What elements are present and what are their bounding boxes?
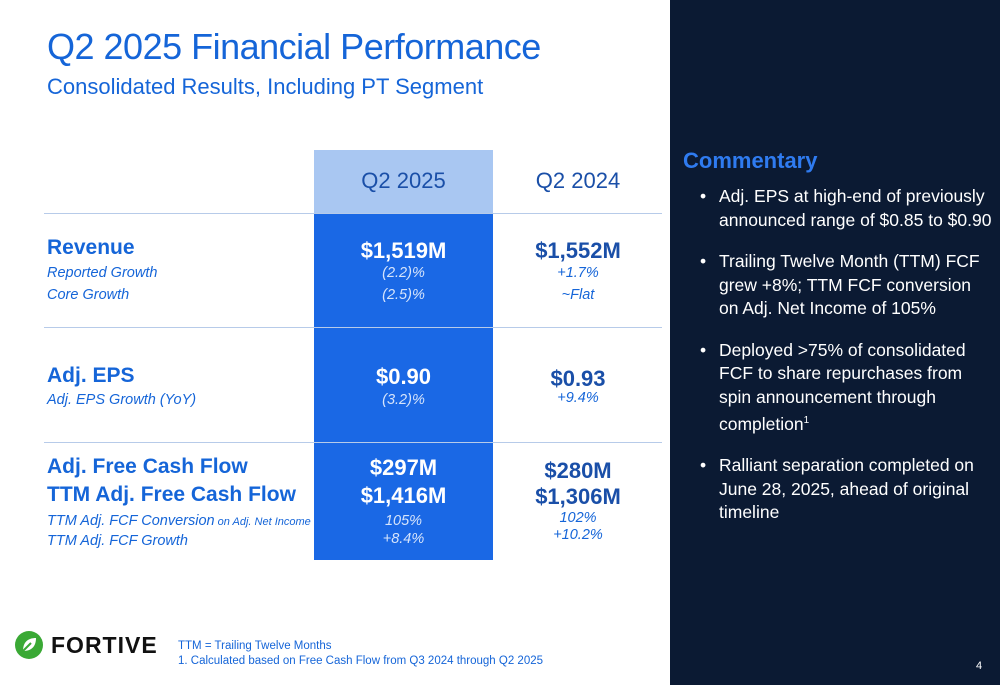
revenue-reported-growth-label: Reported Growth — [47, 265, 158, 281]
footnote-ttm: TTM = Trailing Twelve Months — [178, 640, 332, 652]
eps-growth-label: Adj. EPS Growth (YoY) — [47, 392, 197, 408]
table-divider — [44, 442, 662, 443]
list-item: • Deployed >75% of consolidated FCF to sh… — [700, 339, 966, 434]
eps-q2-2024-growth: +9.4% — [557, 390, 599, 406]
revenue-q2-2025-value: $1,519M — [360, 238, 447, 263]
fcf-q2-2024-value: $280M — [544, 458, 612, 483]
logo-wordmark: FORTIVE — [51, 631, 158, 658]
revenue-q2-2024-core: ~Flat — [561, 287, 595, 303]
eps-label: Adj. EPS — [47, 364, 135, 387]
table-divider — [44, 213, 662, 214]
fcf-growth-q2-2025: +8.4% — [382, 531, 425, 547]
fcf-q2-2025-value: $297M — [369, 455, 438, 480]
revenue-label: Revenue — [47, 236, 135, 259]
fcf-conversion-q2-2024: 102% — [559, 510, 597, 526]
fortive-leaf-icon — [15, 631, 43, 659]
q2-2025-header-cell — [314, 150, 493, 213]
ttm-fcf-q2-2024-value: $1,306M — [535, 484, 621, 509]
bullet-icon: • — [700, 339, 707, 360]
ttm-fcf-q2-2025-value: $1,416M — [360, 483, 447, 508]
ttm-fcf-growth-label: TTM Adj. FCF Growth — [47, 533, 188, 549]
eps-q2-2025-value: $0.90 — [375, 364, 432, 389]
bullet-icon: • — [700, 251, 707, 271]
q2-2025-column — [314, 213, 493, 560]
revenue-q2-2025-core: (2.5)% — [382, 287, 425, 303]
footnote-ref: 1 — [803, 415, 810, 426]
fcf-conversion-q2-2025: 105% — [384, 513, 423, 529]
revenue-core-growth-label: Core Growth — [47, 287, 130, 303]
fcf-growth-q2-2024: +10.2% — [553, 527, 603, 543]
footnote-1: 1. Calculated based on Free Cash Flow fr… — [178, 655, 544, 667]
commentary-list: • Adj. EPS at high-end of previously anno… — [700, 185, 992, 543]
page-subtitle: Consolidated Results, Including PT Segme… — [47, 74, 484, 99]
revenue-q2-2024-reported: +1.7% — [557, 265, 599, 281]
table-divider — [44, 327, 662, 328]
list-item: • Adj. EPS at high-end of previously anno… — [700, 186, 992, 230]
eps-q2-2025-growth: (3.2)% — [382, 392, 425, 408]
revenue-q2-2024-value: $1,552M — [535, 238, 621, 263]
bullet-icon: • — [700, 186, 707, 206]
page-number: 4 — [976, 660, 983, 672]
commentary-panel — [670, 0, 1000, 685]
ttm-fcf-conversion-label: TTM Adj. FCF Conversion on Adj. Net Inco… — [47, 513, 311, 529]
ttm-fcf-label: TTM Adj. Free Cash Flow — [47, 483, 296, 506]
revenue-q2-2025-reported: (2.2)% — [382, 265, 425, 281]
list-item: • Ralliant separation completed on June 2… — [700, 455, 974, 523]
fortive-logo: FORTIVE — [14, 630, 158, 660]
eps-q2-2024-value: $0.93 — [550, 366, 606, 391]
column-header-q2-2024: Q2 2024 — [535, 168, 621, 193]
fcf-label: Adj. Free Cash Flow — [47, 455, 248, 478]
column-header-q2-2025: Q2 2025 — [361, 168, 446, 193]
bullet-icon: • — [700, 455, 707, 476]
commentary-title: Commentary — [683, 148, 818, 173]
list-item: • Trailing Twelve Month (TTM) FCF grew +8… — [700, 251, 980, 318]
page-title: Q2 2025 Financial Performance — [47, 26, 541, 67]
